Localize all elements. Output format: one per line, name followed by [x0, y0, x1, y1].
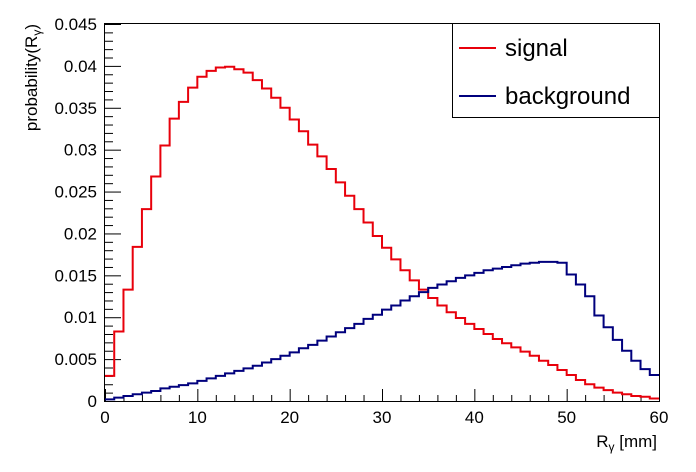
y-tick-label: 0.015	[54, 266, 97, 285]
x-axis-label: Rγ [mm]	[596, 432, 657, 454]
plot-frame	[104, 23, 660, 402]
y-tick-label: 0.025	[54, 183, 97, 202]
series-signal-line	[105, 65, 659, 400]
x-tick-label: 0	[100, 408, 109, 427]
legend-label-background: background	[505, 83, 630, 110]
x-tick-label: 10	[188, 408, 207, 427]
x-axis: 0 10 20 30 40 50 60	[100, 389, 668, 427]
series-layer	[105, 65, 659, 401]
y-tick-label: 0.04	[64, 57, 97, 76]
y-tick-label: 0.045	[54, 15, 97, 34]
y-tick-label: 0.035	[54, 99, 97, 118]
y-axis-label: probability(Rγ)	[22, 24, 44, 131]
x-tick-label: 20	[280, 408, 299, 427]
x-tick-label: 30	[373, 408, 392, 427]
legend-label-signal: signal	[505, 35, 568, 62]
legend: signal background	[452, 23, 660, 118]
x-tick-label: 60	[650, 408, 669, 427]
legend-box	[452, 23, 660, 118]
y-tick-label: 0.01	[64, 308, 97, 327]
y-axis: 0 0.005 0.01 0.015 0.02 0.025 0.03 0.035 0.04 0.0…	[54, 15, 121, 411]
y-tick-label: 0.02	[64, 224, 97, 243]
y-tick-label: 0.03	[64, 141, 97, 160]
series-background-line	[105, 260, 659, 401]
y-tick-label: 0	[88, 392, 97, 411]
x-tick-label: 50	[557, 408, 576, 427]
x-tick-label: 40	[465, 408, 484, 427]
y-tick-label: 0.005	[54, 350, 97, 369]
